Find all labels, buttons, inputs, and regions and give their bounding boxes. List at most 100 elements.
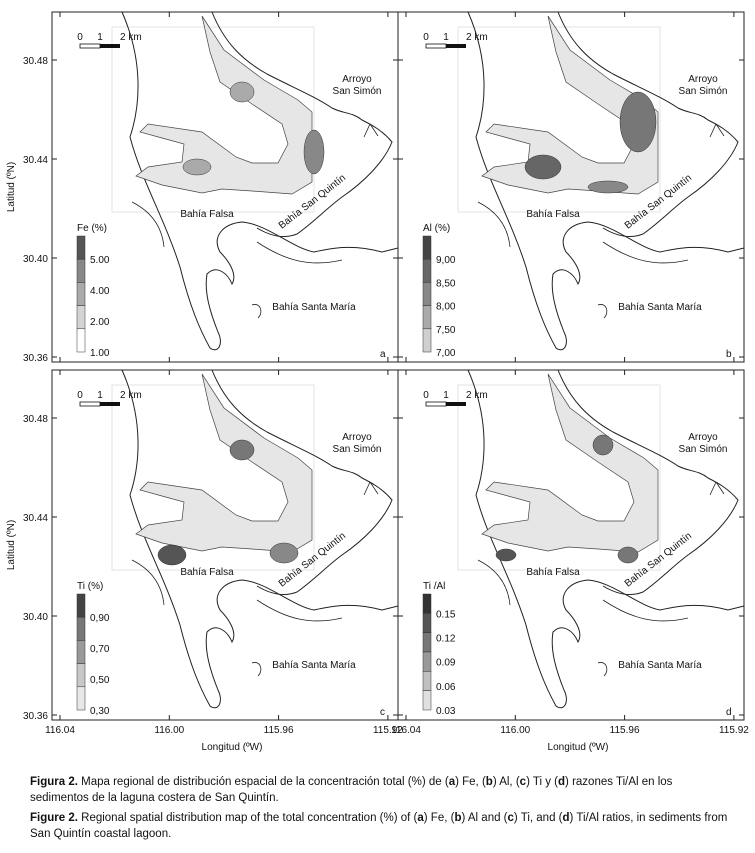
place-label: Arroyo: [342, 74, 372, 85]
legend-swatch: [422, 632, 432, 653]
legend-swatch: [76, 640, 86, 664]
legend-swatch: [422, 651, 432, 672]
legend-swatch: [422, 305, 432, 330]
legend-swatch: [76, 305, 86, 330]
place-label: Bahía Santa María: [618, 302, 702, 313]
scale-label: 1: [443, 32, 449, 43]
legend-swatch: [76, 235, 86, 260]
scale-bar: [79, 401, 101, 407]
scale-label: 0: [423, 32, 429, 43]
legend-label: 7,50: [436, 325, 456, 336]
legend-swatch: [422, 613, 432, 633]
x-axis-label: Longitud (ºW): [548, 742, 609, 753]
concentration-patch: [229, 81, 255, 103]
legend-swatch: [422, 258, 432, 283]
concentration-patch: [157, 544, 187, 566]
concentration-patch: [524, 154, 562, 180]
legend-title: Ti (%): [77, 581, 103, 592]
place-label: Bahía Falsa: [526, 567, 580, 578]
scale-bar: [100, 44, 120, 48]
y-tick-label: 30.48: [23, 56, 48, 67]
legend-title: Fe (%): [77, 223, 107, 234]
panel-letter: b: [726, 349, 732, 360]
caption-text: Regional spatial distribution map of the…: [77, 812, 418, 824]
panel-letter: d: [726, 707, 732, 718]
caption-text: ) razones Ti/Al en los sedimentos de la …: [30, 776, 673, 804]
concentration-patch: [229, 439, 255, 461]
caption-text: Mapa regional de distribución espacial d…: [77, 776, 449, 788]
y-tick-label: 30.40: [23, 254, 48, 265]
caption-text: Figura 2.: [30, 776, 78, 788]
caption-text: d: [558, 776, 566, 788]
place-label: Arroyo: [342, 432, 372, 443]
concentration-patch: [619, 91, 657, 153]
caption-text: b: [454, 812, 462, 824]
legend-swatch: [422, 593, 432, 614]
caption-text: ) Al, (: [492, 776, 520, 788]
x-tick-label: 115.96: [610, 725, 640, 736]
caption-text: a: [448, 776, 456, 788]
x-tick-label: 115.96: [264, 725, 294, 736]
caption-text: ) Ti, and (: [513, 812, 563, 824]
x-tick-label: 116.00: [154, 725, 184, 736]
legend-swatch: [422, 671, 432, 691]
caption-text: b: [485, 776, 493, 788]
legend-label: 0,50: [90, 675, 110, 686]
legend-label: 0.06: [436, 682, 456, 693]
legend-label: 1.00: [90, 348, 110, 359]
scale-bar: [100, 402, 120, 406]
place-label: San Simón: [333, 86, 382, 97]
legend-title: Al (%): [423, 223, 450, 234]
legend-label: 0.09: [436, 658, 456, 669]
scale-label: 0: [77, 390, 83, 401]
legend-label: 7,00: [436, 348, 456, 359]
concentration-patch: [592, 434, 614, 456]
caption-text: ) Fe, (: [423, 812, 455, 824]
panel-letter: a: [380, 349, 386, 360]
legend-swatch: [76, 258, 86, 283]
legend-label: 0,90: [90, 613, 110, 624]
legend-swatch: [422, 235, 432, 260]
y-tick-label: 30.44: [23, 155, 48, 166]
scale-label: 2 km: [466, 32, 488, 43]
caption-en: Figure 2. Regional spatial distribution …: [30, 810, 730, 842]
scale-bar: [425, 43, 447, 49]
caption-text: c: [507, 812, 514, 824]
concentration-patch: [495, 548, 517, 562]
scale-label: 0: [423, 390, 429, 401]
caption-text: a: [417, 812, 424, 824]
caption-text: c: [519, 776, 527, 788]
concentration-patch: [587, 180, 629, 194]
caption-es: Figura 2. Mapa regional de distribución …: [30, 774, 730, 806]
place-label: Bahía Santa María: [272, 302, 356, 313]
legend-swatch: [76, 663, 86, 688]
place-label: San Simón: [679, 444, 728, 455]
place-label: Arroyo: [688, 74, 718, 85]
y-axis-label: Latitud (ºN): [6, 520, 17, 570]
legend-label: 4.00: [90, 286, 110, 297]
scale-label: 2 km: [466, 390, 488, 401]
caption-text: ) Fe, (: [455, 776, 486, 788]
legend-label: 0.03: [436, 706, 456, 717]
scale-bar: [446, 44, 466, 48]
x-tick-label: 115.92: [373, 725, 403, 736]
caption-text: ) Al and (: [461, 812, 508, 824]
place-label: San Simón: [333, 444, 382, 455]
legend-swatch: [76, 282, 86, 306]
legend-label: 9,00: [436, 255, 456, 266]
x-tick-label: 116.04: [45, 725, 75, 736]
place-label: Bahía Falsa: [526, 209, 580, 220]
y-tick-label: 30.48: [23, 414, 48, 425]
legend-label: 2.00: [90, 317, 110, 328]
y-tick-label: 30.36: [23, 353, 48, 364]
scale-label: 1: [97, 390, 103, 401]
scale-label: 1: [443, 390, 449, 401]
caption-text: ) Ti y (: [526, 776, 559, 788]
legend-swatch: [76, 593, 86, 618]
